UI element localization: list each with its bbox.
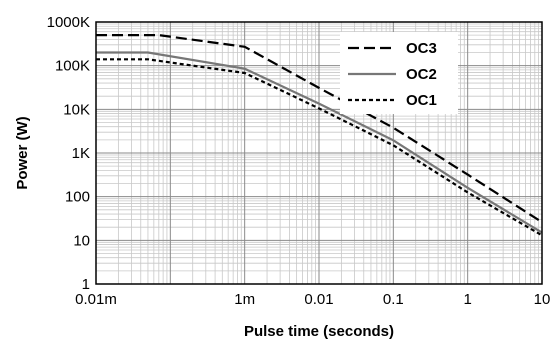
x-tick-label: 10 (534, 291, 551, 308)
y-tick-label: 100 (65, 189, 90, 206)
plot-area-frame (95, 21, 543, 285)
legend-label-oc1: OC1 (406, 92, 437, 109)
series-line-oc2 (96, 51, 543, 234)
legend: OC3 OC2 OC1 (340, 32, 458, 114)
x-tick-label: 0.1 (383, 291, 404, 308)
y-tick-label: 1K (72, 145, 90, 162)
x-axis-tick-labels: 0.01m 1m 0.01 0.1 1 10 (75, 291, 550, 308)
y-axis-title: Power (W) (14, 116, 31, 189)
x-axis-title: Pulse time (seconds) (244, 323, 394, 340)
y-axis-tick-labels: 1 10 100 1K 10K 100K 1000K (47, 14, 90, 293)
series-layer (96, 34, 543, 237)
x-tick-label: 0.01m (75, 291, 117, 308)
y-tick-label: 1 (82, 276, 90, 293)
legend-label-oc2: OC2 (406, 66, 437, 83)
x-tick-label: 1 (463, 291, 471, 308)
y-tick-label: 10K (63, 101, 90, 118)
legend-label-oc3: OC3 (406, 40, 437, 57)
y-tick-label: 100K (55, 58, 90, 75)
y-tick-label: 1000K (47, 14, 90, 31)
series-line-oc3 (96, 34, 543, 224)
x-tick-label: 1m (234, 291, 255, 308)
y-tick-label: 10 (73, 232, 90, 249)
x-tick-label: 0.01 (304, 291, 333, 308)
series-line-oc1 (96, 58, 543, 237)
